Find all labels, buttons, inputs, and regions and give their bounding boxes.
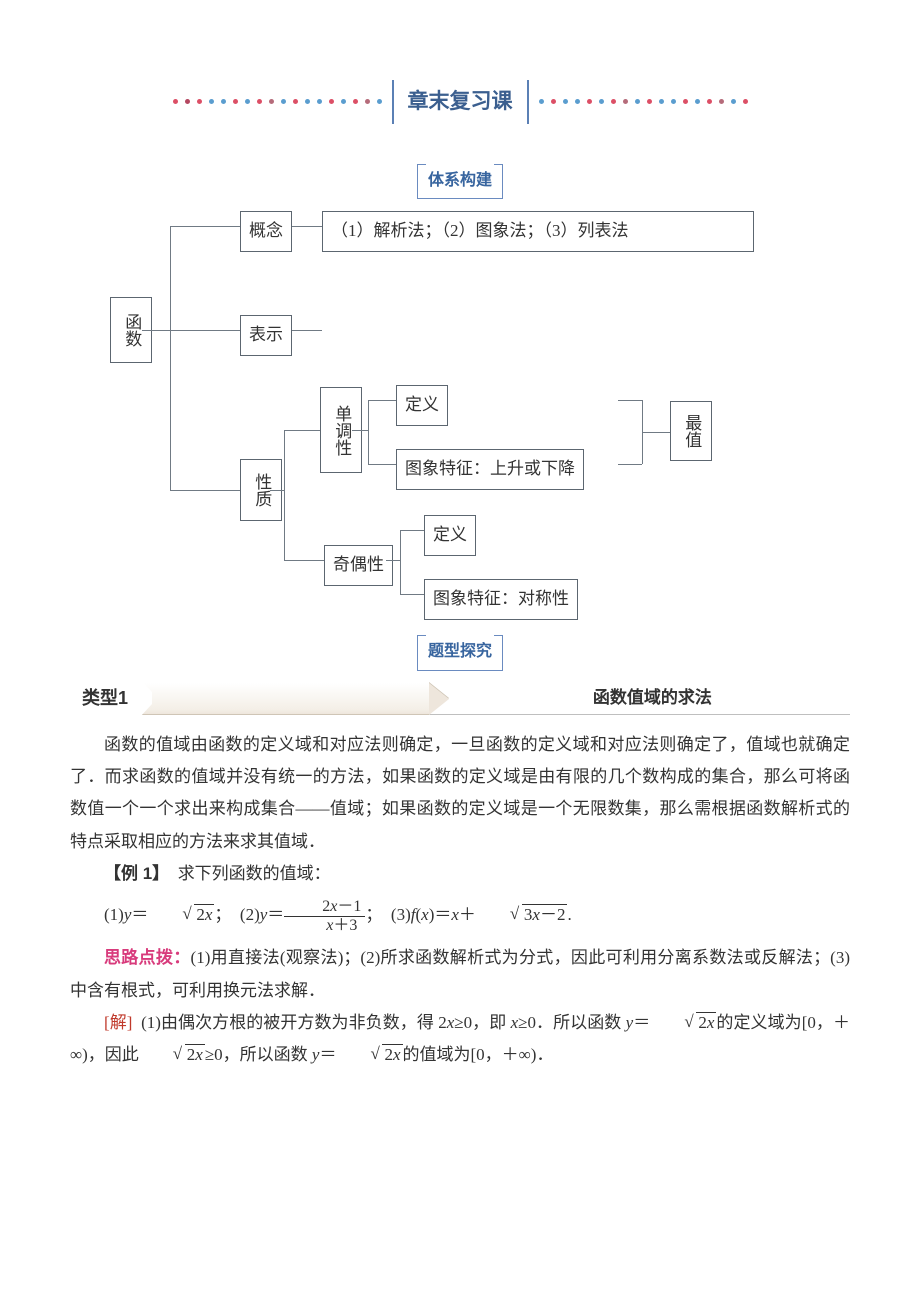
chapter-header: 章末复习课 xyxy=(70,80,850,124)
connector xyxy=(142,330,170,331)
decor-dot xyxy=(671,99,676,104)
type-tag: 类型1 xyxy=(70,679,141,717)
decor-dot xyxy=(173,99,178,104)
node-repr-detail: （1）解析法；（2）图象法；（3）列表法 xyxy=(322,211,754,251)
connector xyxy=(170,490,240,491)
decor-dot xyxy=(707,99,712,104)
node-parity-def: 定义 xyxy=(424,515,476,555)
decor-dot xyxy=(281,99,286,104)
connector xyxy=(400,594,424,595)
connector xyxy=(368,464,396,465)
example-equations: (1)y＝2x； (2)y＝2x－1x＋3； (3)f(x)＝x＋3x－2. xyxy=(70,898,850,934)
hint-label: 思路点拨： xyxy=(104,948,191,967)
intro-paragraph: 函数的值域由函数的定义域和对应法则确定，一旦函数的定义域和对应法则确定了，值域也… xyxy=(70,729,850,858)
decor-dot xyxy=(563,99,568,104)
decor-dot xyxy=(377,99,382,104)
type-bar: 类型1 函数值域的求法 xyxy=(70,683,850,715)
decor-dot xyxy=(245,99,250,104)
decor-dot xyxy=(305,99,310,104)
chapter-title: 章末复习课 xyxy=(392,80,529,124)
node-repr: 表示 xyxy=(240,315,292,355)
connector xyxy=(170,226,240,227)
decor-dot xyxy=(185,99,190,104)
example-heading: 【例 1】 求下列函数的值域： xyxy=(70,858,850,890)
decor-dots-left xyxy=(70,97,382,107)
decor-dot xyxy=(695,99,700,104)
decor-dot xyxy=(341,99,346,104)
example-title: 求下列函数的值域： xyxy=(178,864,331,883)
example-label: 【例 1】 xyxy=(104,864,161,883)
connector xyxy=(642,432,670,433)
connector xyxy=(400,530,401,594)
node-parity: 奇偶性 xyxy=(324,545,393,585)
section-label-explore: 题型探究 xyxy=(70,635,850,670)
decor-dot xyxy=(635,99,640,104)
decor-dot xyxy=(221,99,226,104)
section-label-structure: 体系构建 xyxy=(70,164,850,199)
decor-dot xyxy=(611,99,616,104)
decor-dot xyxy=(551,99,556,104)
connector xyxy=(284,560,324,561)
decor-dot xyxy=(731,99,736,104)
connector xyxy=(618,464,642,465)
connector xyxy=(284,430,285,560)
decor-dot xyxy=(209,99,214,104)
connector xyxy=(284,430,320,431)
decor-dot xyxy=(269,99,274,104)
node-extreme: 最值 xyxy=(670,401,712,461)
node-parity-img: 图象特征：对称性 xyxy=(424,579,578,619)
connector xyxy=(292,330,322,331)
decor-dot xyxy=(293,99,298,104)
decor-dot xyxy=(329,99,334,104)
decor-dot xyxy=(575,99,580,104)
connector xyxy=(170,226,171,491)
decor-dot xyxy=(587,99,592,104)
solution-paragraph: [解] (1)由偶次方根的被开方数为非负数，得 2x≥0，即 x≥0．所以函数 … xyxy=(70,1007,850,1072)
type-bar-left: 类型1 xyxy=(70,683,429,715)
decor-dot xyxy=(623,99,628,104)
decor-dot xyxy=(539,99,544,104)
solution-label: [解] xyxy=(104,1013,132,1032)
connector xyxy=(292,226,322,227)
node-mono-def: 定义 xyxy=(396,385,448,425)
node-mono-img: 图象特征：上升或下降 xyxy=(396,449,584,489)
connector xyxy=(400,530,424,531)
decor-dots-right xyxy=(539,97,851,107)
connector xyxy=(618,400,642,401)
decor-dot xyxy=(197,99,202,104)
connector xyxy=(368,400,369,464)
section-label-text: 体系构建 xyxy=(417,164,503,199)
section-label-text: 题型探究 xyxy=(417,635,503,670)
type-bar-title: 函数值域的求法 xyxy=(429,683,850,715)
hint-paragraph: 思路点拨：(1)用直接法(观察法)；(2)所求函数解析式为分式，因此可利用分离系… xyxy=(70,942,850,1007)
connector xyxy=(170,330,240,331)
decor-dot xyxy=(683,99,688,104)
concept-diagram: 函数 概念 （1）定义域；（2）对应法则；（3）值域 表示 （1）解析法；（2）… xyxy=(70,211,850,621)
decor-dot xyxy=(317,99,322,104)
decor-dot xyxy=(599,99,604,104)
node-concept: 概念 xyxy=(240,211,292,251)
decor-dot xyxy=(719,99,724,104)
connector xyxy=(270,490,284,491)
decor-dot xyxy=(233,99,238,104)
connector xyxy=(386,560,400,561)
decor-dot xyxy=(365,99,370,104)
decor-dot xyxy=(647,99,652,104)
decor-dot xyxy=(353,99,358,104)
decor-dot xyxy=(257,99,262,104)
connector xyxy=(368,400,396,401)
decor-dot xyxy=(659,99,664,104)
connector xyxy=(352,430,368,431)
decor-dot xyxy=(743,99,748,104)
